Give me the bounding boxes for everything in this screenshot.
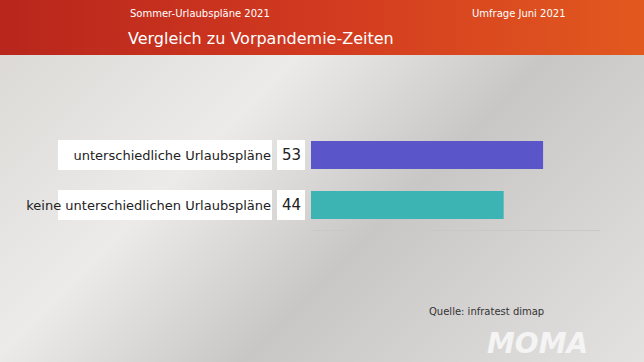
svg-text:Sommer-Urlaubspläne 2021: Sommer-Urlaubspläne 2021 xyxy=(130,8,270,19)
svg-text:53: 53 xyxy=(282,146,301,164)
svg-text:Umfrage Juni 2021: Umfrage Juni 2021 xyxy=(472,8,566,19)
svg-text:Vergleich zu Vorpandemie-Zeite: Vergleich zu Vorpandemie-Zeiten xyxy=(128,29,394,48)
svg-text:keine unterschiedlichen Urlaub: keine unterschiedlichen Urlaubspläne xyxy=(26,198,271,213)
svg-text:44: 44 xyxy=(282,196,301,214)
svg-text:unterschiedliche Urlaubspläne: unterschiedliche Urlaubspläne xyxy=(74,148,271,163)
svg-text:MOMA: MOMA xyxy=(487,327,588,360)
svg-text:Quelle: infratest dimap: Quelle: infratest dimap xyxy=(429,306,544,317)
